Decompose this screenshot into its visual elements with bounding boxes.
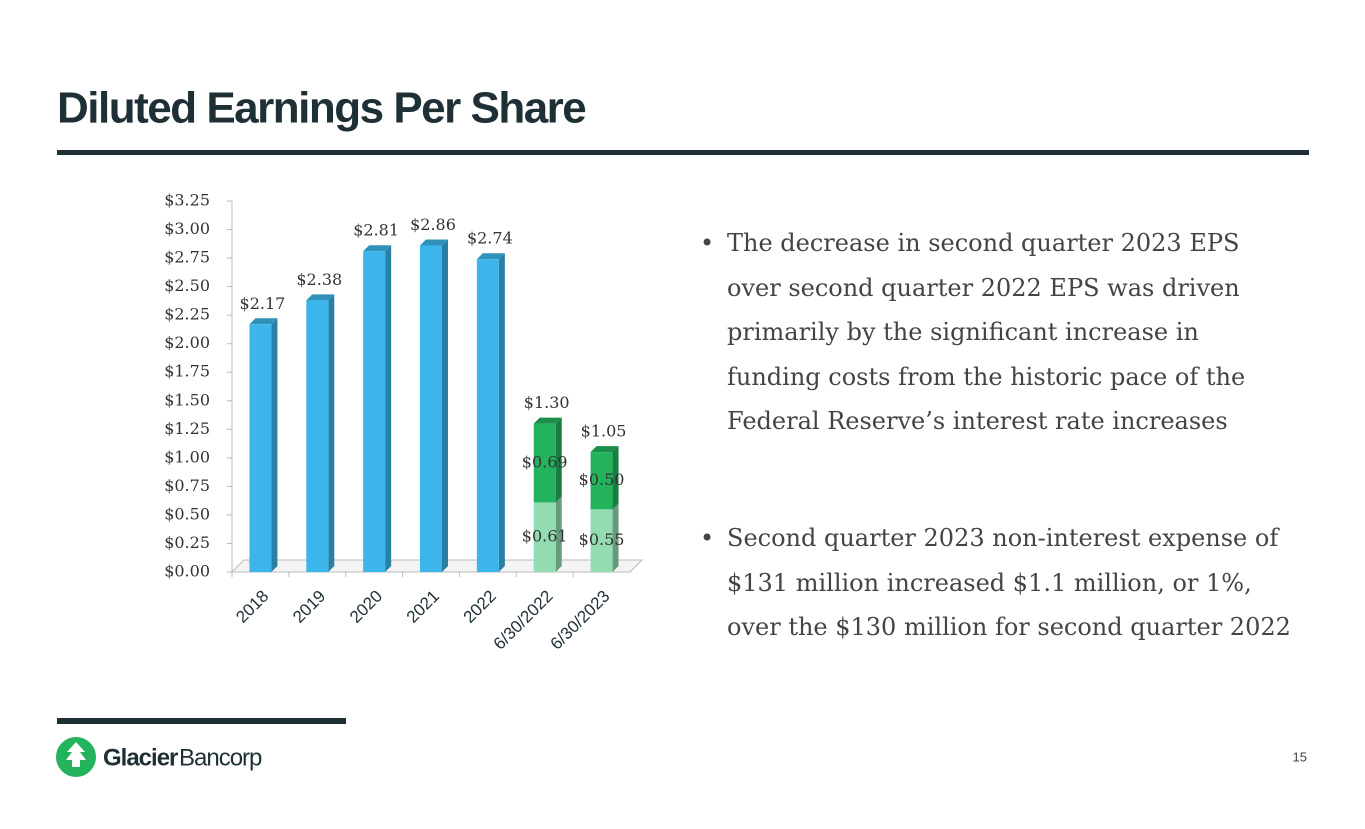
- y-tick-label: $0.00: [164, 562, 210, 581]
- bar-side: [612, 446, 619, 510]
- y-tick-label: $3.25: [164, 191, 210, 210]
- bar-side: [498, 253, 505, 573]
- bar-side: [271, 318, 278, 572]
- bar-side: [555, 496, 562, 572]
- bar-top: [590, 446, 619, 453]
- logo-tree: [66, 742, 86, 767]
- bar-side: [328, 294, 335, 572]
- bar-top: [306, 294, 335, 301]
- y-tick-label: $1.50: [164, 390, 210, 409]
- bar-side: [555, 417, 562, 503]
- bar: [420, 245, 442, 572]
- bar: [533, 502, 556, 572]
- footer-rule: [57, 718, 346, 724]
- data-label: $2.74: [467, 229, 513, 248]
- bullet-text: Second quarter 2023 non-interest expense…: [727, 524, 1291, 641]
- bar-top: [420, 239, 448, 246]
- x-tick-label: 6/30/2022: [490, 587, 557, 654]
- y-tick-label: $2.00: [164, 333, 210, 352]
- data-label: $0.50: [579, 470, 625, 489]
- y-tick-label: $2.75: [164, 248, 210, 267]
- y-tick-label: $0.25: [164, 533, 210, 552]
- x-tick-label: 2021: [403, 587, 443, 627]
- total-label: $1.30: [524, 393, 570, 412]
- bar: [476, 259, 499, 572]
- bullet: • Second quarter 2023 non-interest expens…: [700, 516, 1300, 650]
- y-tick-label: $0.50: [164, 504, 210, 523]
- data-label: $0.55: [579, 530, 625, 549]
- x-tick-label: 6/30/2023: [547, 587, 614, 654]
- bar-side: [442, 239, 448, 572]
- bar-top: [476, 253, 505, 260]
- data-label: $0.69: [522, 452, 568, 471]
- y-tick-label: $3.00: [164, 219, 210, 238]
- y-tick-label: $1.75: [164, 362, 210, 381]
- logo-text: Glacier: [103, 744, 178, 771]
- x-tick-label: 2018: [232, 587, 272, 627]
- bar: [363, 251, 386, 572]
- bar: [590, 452, 613, 510]
- bullet: • The decrease in second quarter 2023 EPS…: [700, 221, 1300, 444]
- data-label: $2.38: [296, 270, 342, 289]
- y-tick-label: $0.75: [164, 476, 210, 495]
- slide-title: Diluted Earnings Per Share: [57, 84, 585, 133]
- y-tick-label: $1.00: [164, 447, 210, 466]
- bullet-text: The decrease in second quarter 2023 EPS …: [727, 229, 1246, 435]
- y-tick-label: $2.50: [164, 276, 210, 295]
- bar: [306, 300, 329, 572]
- title-rule: [57, 150, 1309, 155]
- logo-text: Bancorp: [179, 744, 262, 771]
- data-label: $0.61: [522, 527, 568, 546]
- bar-side: [612, 503, 619, 572]
- x-tick-label: 2019: [289, 587, 329, 627]
- y-tick-label: $2.25: [164, 305, 210, 324]
- y-tick-label: $1.25: [164, 419, 210, 438]
- total-label: $1.05: [581, 422, 627, 441]
- bar-top: [533, 417, 562, 424]
- bar-top: [249, 318, 278, 325]
- page-number: 15: [1293, 749, 1307, 764]
- bar: [590, 509, 613, 572]
- bar: [249, 324, 272, 572]
- bar-top: [363, 245, 392, 252]
- data-label: $2.17: [240, 294, 286, 313]
- x-tick-label: 2020: [346, 587, 386, 627]
- data-label: $2.81: [353, 221, 399, 240]
- x-tick-label: 2022: [460, 587, 500, 627]
- data-label: $2.86: [410, 215, 456, 234]
- bar-side: [385, 245, 392, 572]
- bar: [533, 423, 556, 503]
